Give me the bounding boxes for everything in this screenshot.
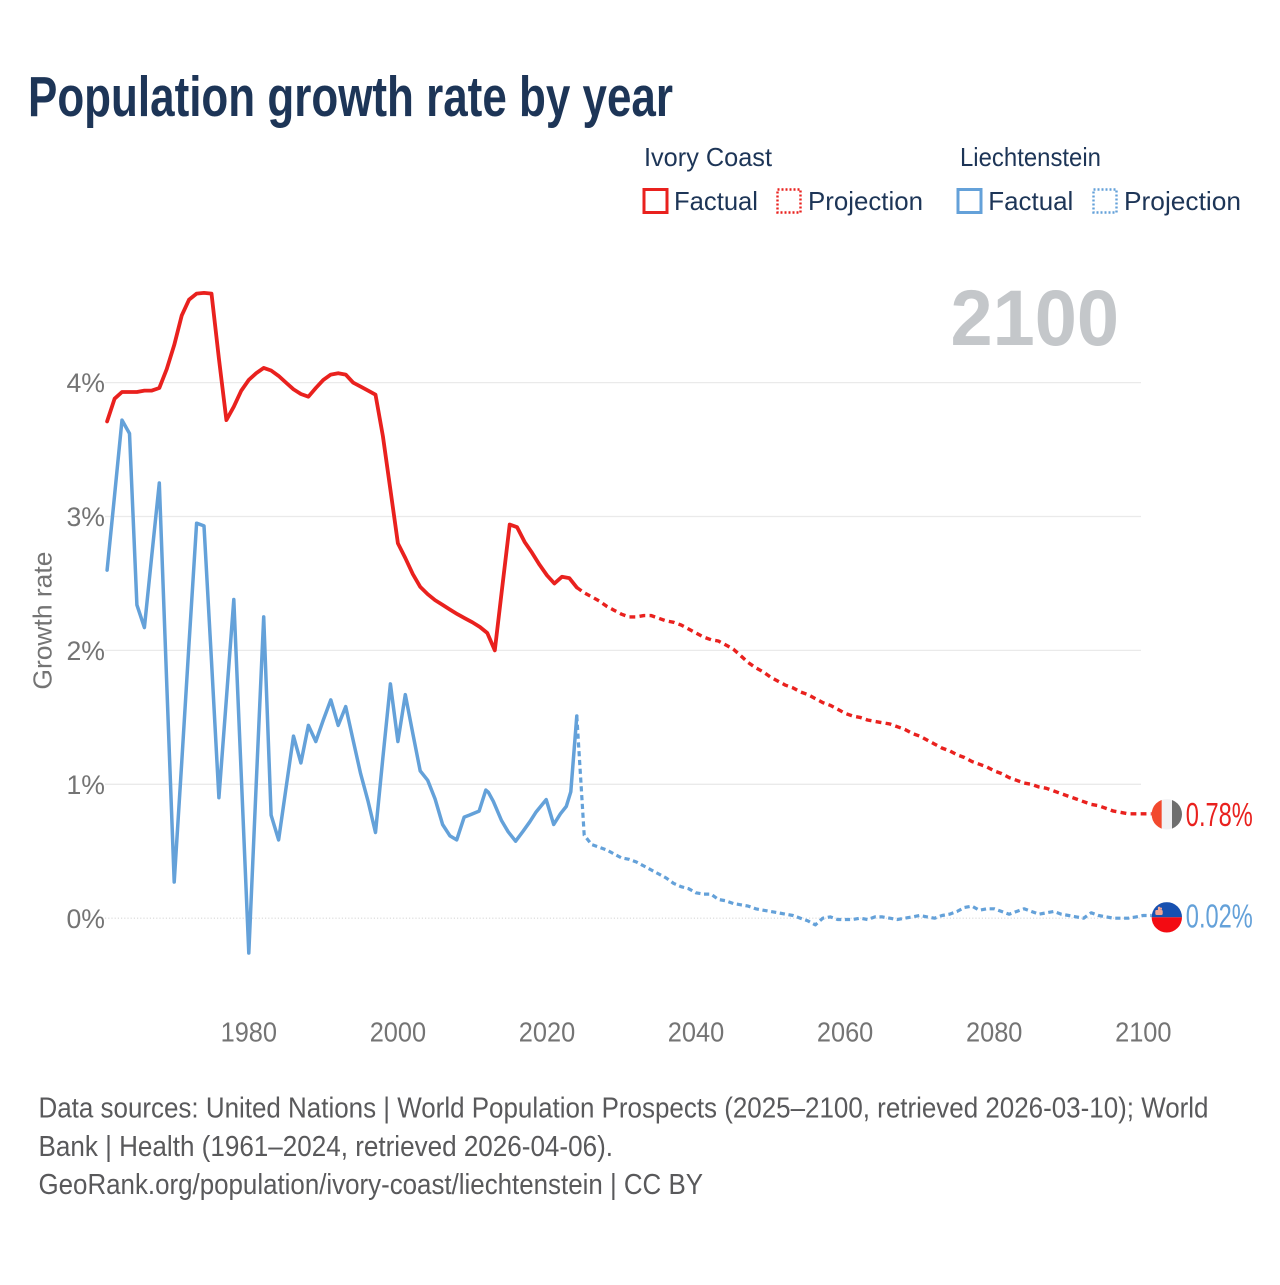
svg-text:0%: 0% [67, 904, 106, 934]
svg-text:0.02%: 0.02% [1186, 898, 1253, 935]
svg-text:2080: 2080 [966, 1017, 1022, 1048]
svg-text:2100: 2100 [951, 273, 1120, 362]
svg-text:Data sources: United Nations |: Data sources: United Nations | World Pop… [39, 1093, 1209, 1125]
svg-text:1980: 1980 [221, 1017, 277, 1048]
svg-text:0.78%: 0.78% [1186, 796, 1253, 833]
svg-text:2100: 2100 [1115, 1017, 1171, 1048]
svg-text:2020: 2020 [519, 1017, 575, 1048]
svg-text:Bank | Health (1961–2024, retr: Bank | Health (1961–2024, retrieved 2026… [39, 1131, 614, 1163]
svg-text:Factual: Factual [988, 186, 1073, 216]
svg-text:Liechtenstein: Liechtenstein [960, 142, 1101, 172]
svg-text:2040: 2040 [668, 1017, 724, 1048]
svg-text:Ivory Coast: Ivory Coast [644, 142, 773, 172]
svg-text:2060: 2060 [817, 1017, 873, 1048]
svg-text:2%: 2% [67, 636, 106, 666]
svg-text:Growth rate: Growth rate [27, 552, 57, 690]
svg-text:Population growth rate by year: Population growth rate by year [28, 65, 673, 129]
svg-text:Projection: Projection [1124, 186, 1241, 216]
svg-text:1%: 1% [67, 770, 106, 800]
svg-text:4%: 4% [67, 368, 106, 398]
svg-text:GeoRank.org/population/ivory-c: GeoRank.org/population/ivory-coast/liech… [39, 1169, 704, 1201]
svg-text:2000: 2000 [370, 1017, 426, 1048]
svg-text:Factual: Factual [674, 186, 758, 216]
svg-text:3%: 3% [67, 502, 106, 532]
svg-text:Projection: Projection [808, 186, 923, 216]
